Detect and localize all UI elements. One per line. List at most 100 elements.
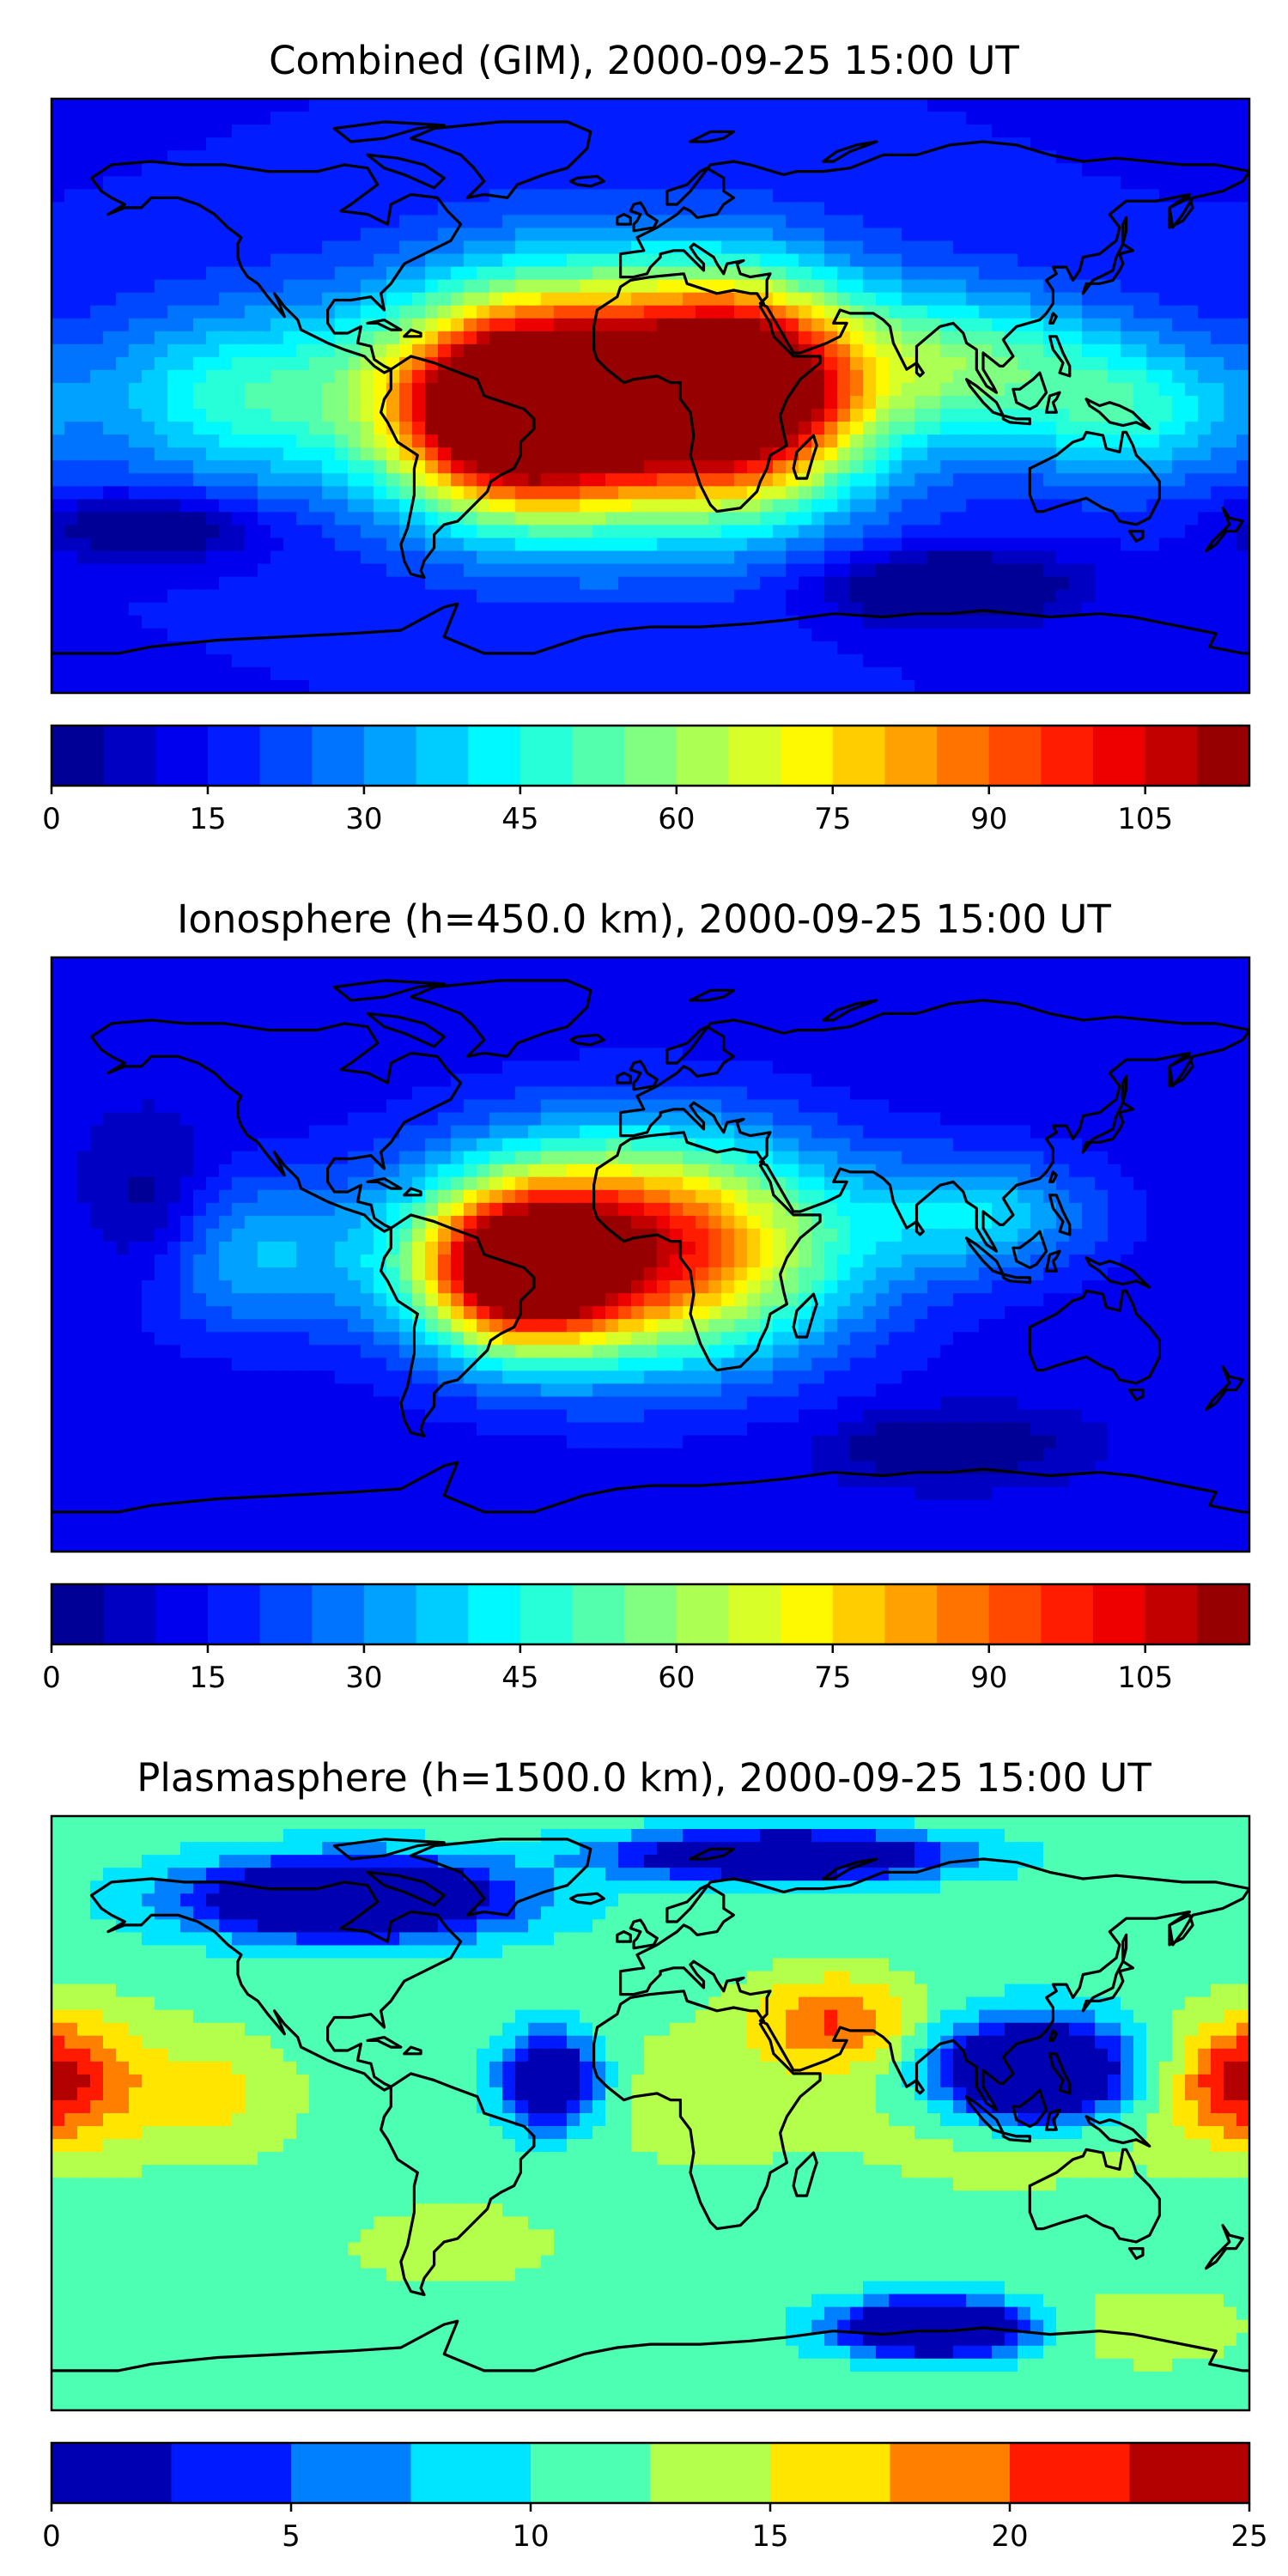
coastline-tasmania [1127, 1388, 1145, 1401]
coastline-cuba [366, 2036, 403, 2049]
coastline-borneo [1012, 1230, 1048, 1270]
coastline-novaya-zemlya [822, 1857, 878, 1880]
coastline-south-america [380, 2072, 536, 2296]
coastline-baffin [366, 1870, 446, 1907]
colorbar-tick-label: 25 [1230, 2519, 1267, 2554]
coastline-ellesmere [332, 979, 446, 1002]
coastline-eurasia [618, 140, 1249, 394]
coastline-antarctica [52, 602, 1249, 655]
colorbar-tick-label: 0 [42, 2519, 61, 2554]
coastline-new-guinea [1084, 398, 1151, 430]
colorbar-swatch [676, 726, 730, 786]
colorbar-swatch [1010, 2443, 1131, 2503]
coastline-madagascar [792, 2151, 818, 2197]
colorbar-swatch [363, 726, 417, 786]
coastline-taiwan [1048, 312, 1058, 325]
coastline-hispaniola [403, 328, 422, 338]
colorbar-swatch [572, 726, 625, 786]
coastline-sri-lanka [914, 1219, 925, 1236]
coastline-australia [1028, 1289, 1162, 1385]
colorbar-swatch [207, 1584, 261, 1644]
coastline-britain [629, 1060, 659, 1091]
coastline-taiwan [1048, 1170, 1058, 1184]
colorbar-tick-label: 15 [751, 2519, 788, 2554]
colorbar-swatch [937, 1584, 990, 1644]
coastline-africa [592, 272, 822, 513]
colorbar-swatch [728, 726, 781, 786]
coastline-britain [629, 201, 659, 233]
coastline-java [1001, 2131, 1031, 2143]
coastline-baffin [366, 1012, 446, 1048]
colorbar-swatch [781, 1584, 834, 1644]
colorbar-frame [50, 724, 1251, 787]
panel-1-title: Combined (GIM), 2000-09-25 15:00 UT [269, 38, 1019, 83]
colorbar-frame [50, 2441, 1251, 2505]
colorbar-swatch [676, 1584, 730, 1644]
colorbar-tick-label: 5 [282, 2519, 301, 2554]
coastline-iceland [568, 174, 605, 188]
colorbar-swatch [259, 726, 313, 786]
colorbar-swatch [519, 726, 574, 786]
colorbar-swatch [624, 1584, 677, 1644]
coastline-antarctica [52, 2319, 1249, 2372]
colorbar-swatch [155, 1584, 209, 1644]
colorbar-tick-label: 105 [1117, 1661, 1173, 1695]
coastline-ellesmere [332, 1838, 446, 1861]
coastline-sri-lanka [914, 2079, 925, 2095]
colorbar-swatch [1197, 726, 1250, 786]
coastline-svalbard [689, 1847, 736, 1861]
coastline-britain [629, 1918, 659, 1950]
coastline-borneo [1012, 2088, 1048, 2128]
panel-3-map [50, 1814, 1251, 2412]
coastline-new-zealand [1204, 1365, 1244, 1412]
colorbar-swatch [728, 1584, 781, 1644]
colorbar-swatch [468, 726, 521, 786]
panel-1-map [50, 97, 1251, 695]
colorbar-frame [50, 1583, 1251, 1646]
colorbar-swatch [207, 726, 261, 786]
colorbar-swatch [531, 2443, 652, 2503]
panel-2-map [50, 956, 1251, 1553]
coastline-java [1001, 414, 1031, 426]
colorbar-tick-label: 30 [345, 802, 382, 836]
colorbar-tick-label: 105 [1117, 802, 1173, 836]
colorbar-swatch [1041, 1584, 1094, 1644]
colorbar-swatch [52, 726, 105, 786]
colorbar-swatch [1041, 726, 1094, 786]
coastline-philippines [1048, 1194, 1072, 1236]
coastline-philippines [1048, 2052, 1072, 2095]
colorbar-tick-label: 10 [512, 2519, 549, 2554]
coastline-hispaniola [403, 1187, 422, 1197]
map-frame [50, 97, 1251, 695]
colorbar-swatch [52, 1584, 105, 1644]
coastline-japan [1081, 1101, 1135, 1154]
colorbar-swatch [312, 726, 365, 786]
coastline-madagascar [792, 434, 818, 480]
coastline-greenland [409, 120, 592, 199]
colorbar-tick-label: 45 [501, 1661, 538, 1695]
tec-field [52, 957, 1249, 1552]
colorbar-swatch [1093, 1584, 1146, 1644]
coastline-new-guinea [1084, 2115, 1151, 2148]
colorbar-swatch [1093, 726, 1146, 786]
colorbar-swatch [832, 726, 886, 786]
colorbar-tick-label: 0 [42, 802, 61, 836]
coastline-sakhalin [1121, 1074, 1128, 1104]
colorbar-tick-label: 0 [42, 1661, 61, 1695]
coastline-new-zealand [1204, 507, 1244, 553]
coastline-kamchatka [1168, 196, 1194, 229]
coastline-africa [592, 1131, 822, 1372]
panel-3-title: Plasmasphere (h=1500.0 km), 2000-09-25 1… [137, 1755, 1151, 1801]
colorbar-swatch [519, 1584, 574, 1644]
coastline-cuba [366, 319, 403, 331]
colorbar-swatch [291, 2443, 412, 2503]
coastlines [52, 979, 1249, 1514]
colorbar-swatch [416, 1584, 469, 1644]
coastline-australia [1028, 430, 1162, 526]
colorbar-tick-label: 60 [658, 1661, 695, 1695]
coastline-ellesmere [332, 120, 446, 143]
coastline-sri-lanka [914, 361, 925, 378]
colorbar-tick-label: 15 [189, 1661, 226, 1695]
